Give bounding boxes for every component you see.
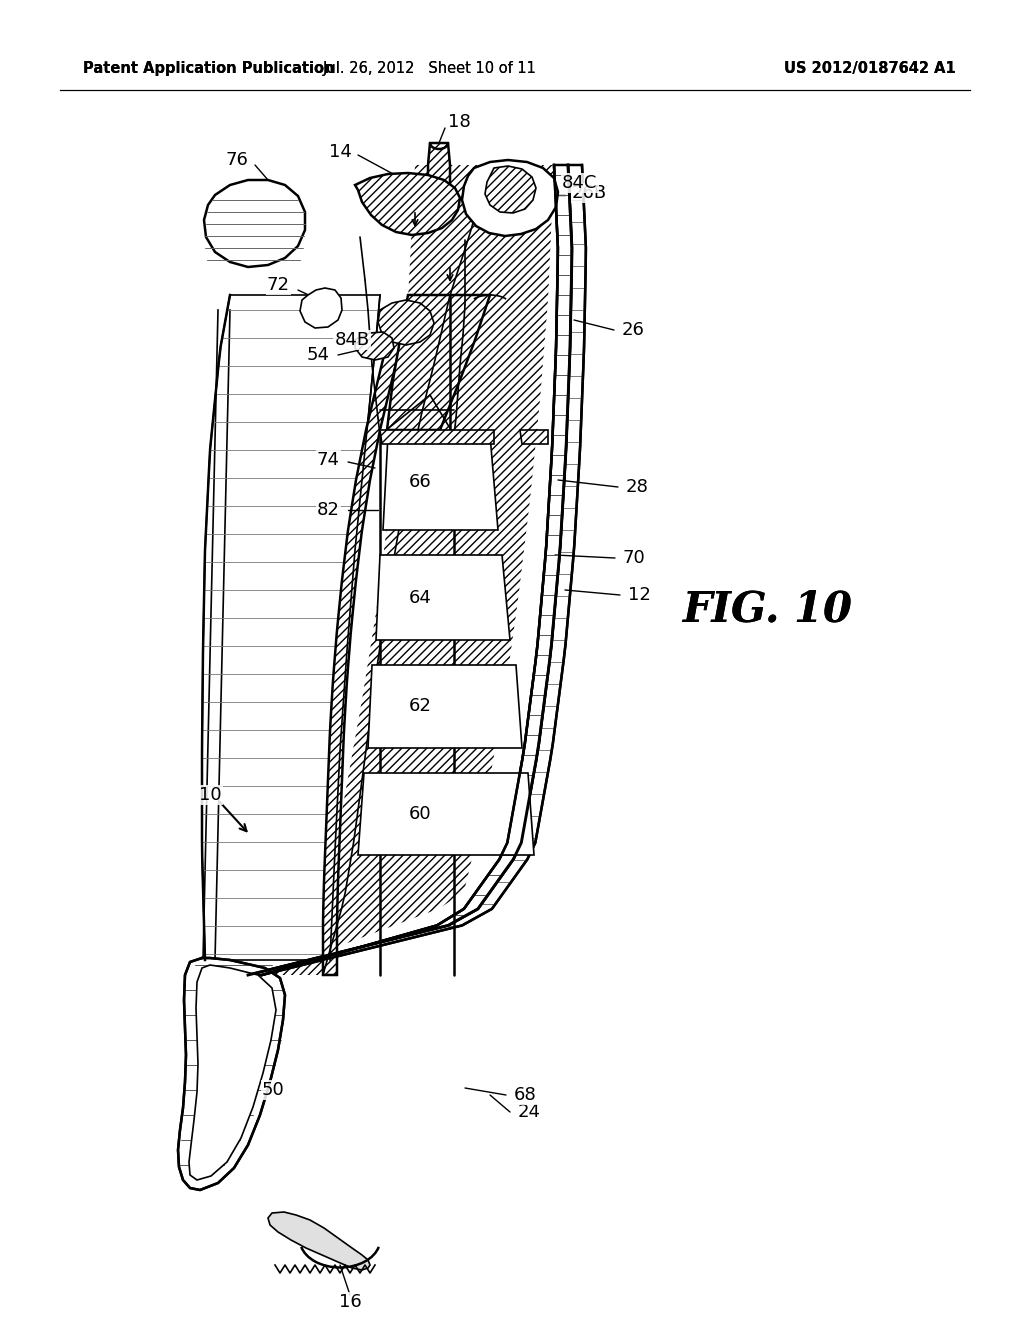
Polygon shape	[178, 958, 285, 1191]
Text: 68: 68	[514, 1086, 537, 1104]
Polygon shape	[387, 294, 490, 430]
Text: 84B: 84B	[335, 331, 370, 348]
Text: 66: 66	[409, 473, 431, 491]
Text: 14: 14	[329, 143, 352, 161]
Text: 10: 10	[199, 785, 221, 804]
Text: 76: 76	[225, 150, 248, 169]
Polygon shape	[383, 436, 498, 531]
Text: 82: 82	[317, 502, 340, 519]
Polygon shape	[189, 965, 276, 1180]
Text: 74: 74	[317, 451, 340, 469]
Text: 64: 64	[409, 589, 431, 607]
Text: FIG. 10: FIG. 10	[683, 589, 853, 631]
Text: 70: 70	[623, 549, 646, 568]
Polygon shape	[520, 430, 548, 444]
Text: Patent Application Publication: Patent Application Publication	[83, 61, 335, 75]
Polygon shape	[368, 665, 522, 748]
Polygon shape	[202, 294, 380, 960]
Polygon shape	[378, 300, 434, 345]
Polygon shape	[355, 173, 460, 235]
Text: US 2012/0187642 A1: US 2012/0187642 A1	[784, 61, 955, 75]
Text: FIG. 10: FIG. 10	[683, 589, 853, 631]
Polygon shape	[355, 333, 394, 360]
Text: 72: 72	[267, 276, 290, 294]
Polygon shape	[485, 166, 536, 213]
Text: 18: 18	[449, 114, 471, 131]
Text: 12: 12	[628, 586, 651, 605]
Text: 28: 28	[626, 478, 649, 496]
Text: Jul. 26, 2012   Sheet 10 of 11: Jul. 26, 2012 Sheet 10 of 11	[323, 61, 537, 75]
Text: 62: 62	[409, 697, 431, 715]
Text: Patent Application Publication: Patent Application Publication	[83, 61, 335, 75]
Text: Jul. 26, 2012   Sheet 10 of 11: Jul. 26, 2012 Sheet 10 of 11	[323, 61, 537, 75]
Text: 84C: 84C	[562, 174, 597, 191]
Polygon shape	[358, 774, 534, 855]
Polygon shape	[262, 165, 554, 975]
Polygon shape	[248, 165, 586, 975]
Text: US 2012/0187642 A1: US 2012/0187642 A1	[784, 61, 955, 75]
Polygon shape	[204, 180, 305, 267]
Polygon shape	[428, 143, 450, 198]
Polygon shape	[380, 430, 494, 444]
Text: 16: 16	[339, 1294, 361, 1311]
Polygon shape	[268, 1212, 370, 1270]
Polygon shape	[300, 288, 342, 327]
Text: 26: 26	[622, 321, 645, 339]
Polygon shape	[376, 554, 510, 640]
Text: 54: 54	[307, 346, 330, 364]
Polygon shape	[248, 165, 571, 975]
Text: 24: 24	[518, 1104, 541, 1121]
Text: 50: 50	[262, 1081, 285, 1100]
Text: 26B: 26B	[572, 183, 607, 202]
Text: 60: 60	[409, 805, 431, 822]
Polygon shape	[462, 160, 558, 236]
Polygon shape	[323, 310, 409, 975]
